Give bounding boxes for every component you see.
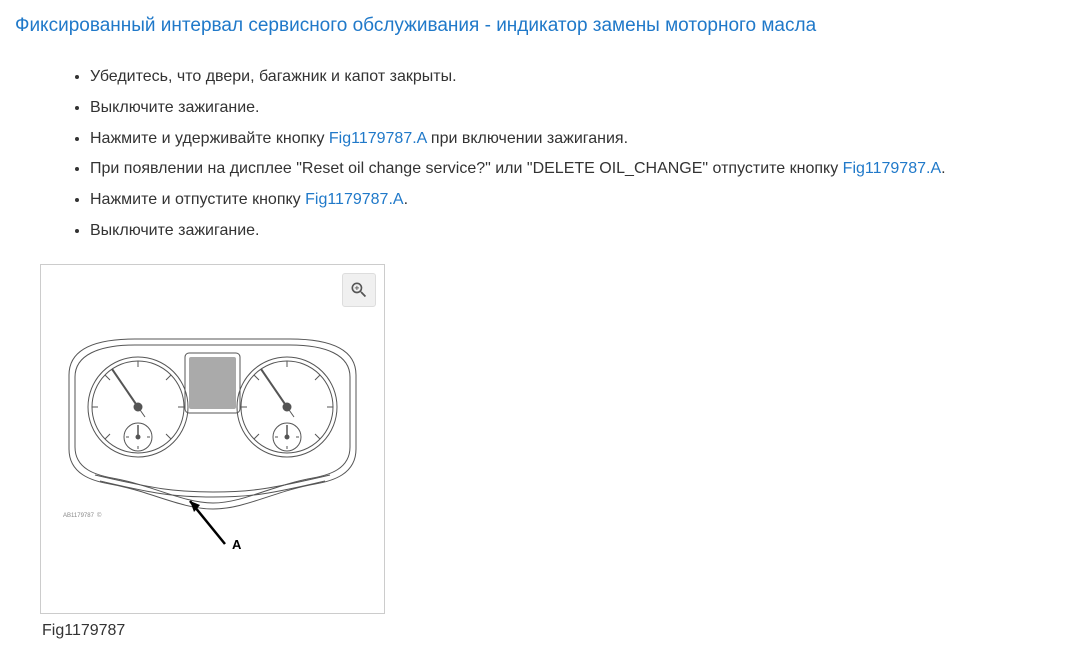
step-text: при включении зажигания. [426,130,628,147]
page-title: Фиксированный интервал сервисного обслуж… [15,15,1053,37]
figure-ref-link[interactable]: Fig1179787.A [329,130,427,147]
step-item: Выключите зажигание. [90,219,1053,244]
step-text: Нажмите и отпустите кнопку [90,191,305,208]
step-text: Выключите зажигание. [90,99,259,116]
figure-container: A AB1179787 © Fig1179787 [40,264,1053,640]
step-item: Выключите зажигание. [90,96,1053,121]
step-item: Убедитесь, что двери, багажник и капот з… [90,65,1053,90]
figure-box: A AB1179787 © [40,264,385,614]
step-text: . [404,191,408,208]
pointer-label: A [232,537,242,552]
step-item: При появлении на дисплее "Reset oil chan… [90,157,1053,182]
zoom-in-icon [349,280,369,300]
step-text: . [941,160,945,177]
step-text: Нажмите и удерживайте кнопку [90,130,329,147]
figure-watermark: AB1179787 [63,513,95,519]
step-item: Нажмите и удерживайте кнопку Fig1179787.… [90,127,1053,152]
figure-caption: Fig1179787 [42,622,1053,640]
step-text: При появлении на дисплее "Reset oil chan… [90,160,843,177]
step-text: Выключите зажигание. [90,222,259,239]
dashboard-diagram: A AB1179787 © [45,319,380,559]
figure-ref-link[interactable]: Fig1179787.A [843,160,941,177]
step-item: Нажмите и отпустите кнопку Fig1179787.A. [90,188,1053,213]
step-text: Убедитесь, что двери, багажник и капот з… [90,68,457,85]
zoom-button[interactable] [342,273,376,307]
steps-list: Убедитесь, что двери, багажник и капот з… [15,65,1053,244]
figure-ref-link[interactable]: Fig1179787.A [305,191,403,208]
svg-text:©: © [97,512,102,519]
